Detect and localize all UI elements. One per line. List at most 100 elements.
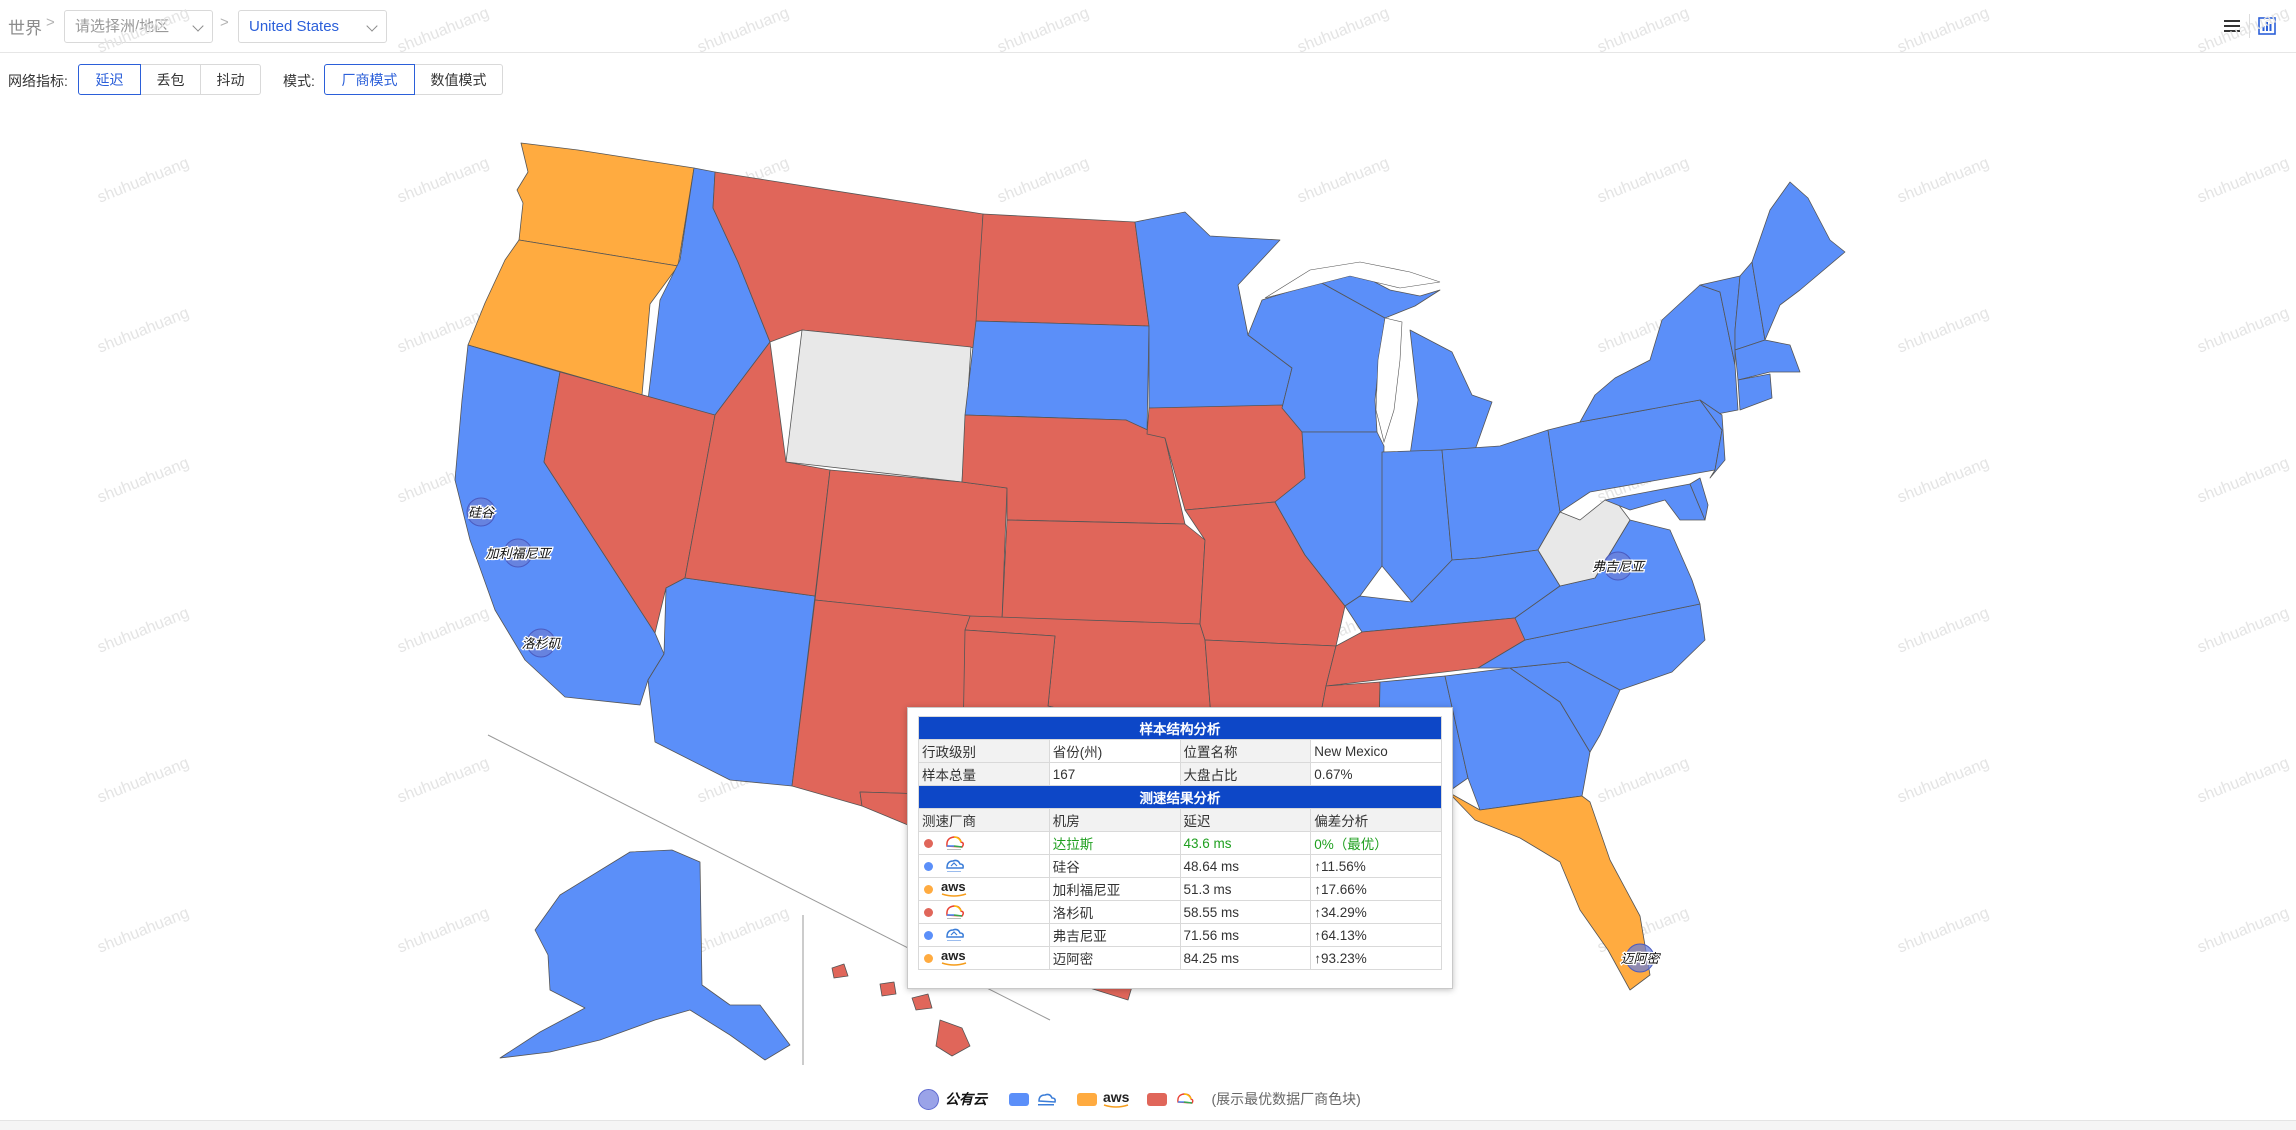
alibaba-cloud-logo-icon (941, 927, 967, 942)
sample-analysis-title: 样本结构分析 (918, 716, 1442, 740)
deviation-cell: ↑34.29% (1310, 900, 1442, 924)
city-marker[interactable] (1603, 551, 1633, 581)
vendor-color-dot (924, 930, 933, 940)
bottom-scroll-strip (0, 1120, 2296, 1130)
state-arizona[interactable] (647, 577, 816, 787)
datacenter-cell: 弗吉尼亚 (1048, 923, 1181, 947)
aws-logo-icon: aws (941, 948, 967, 966)
city-marker-label: 弗吉尼亚 (1592, 559, 1646, 574)
latency-cell: 48.64 ms (1179, 854, 1312, 878)
bar-chart-icon[interactable] (2256, 15, 2278, 37)
city-marker[interactable] (466, 497, 496, 527)
state-hawaii-kauai[interactable] (831, 963, 849, 979)
legend-swatch-google[interactable] (1147, 1092, 1168, 1106)
result-row: 洛杉矶 58.55 ms ↑34.29% (918, 900, 1442, 924)
metric-jitter-button[interactable]: 抖动 (200, 64, 261, 95)
latency-cell: 84.25 ms (1179, 946, 1312, 970)
legend-swatch-alibaba[interactable] (1009, 1092, 1029, 1106)
result-row: 达拉斯 43.6 ms 0%（最优） (918, 831, 1442, 855)
mode-label: 模式: (283, 73, 315, 89)
result-row: 弗吉尼亚 71.56 ms ↑64.13% (918, 923, 1442, 947)
state-hawaii-maui[interactable] (911, 993, 933, 1011)
city-marker[interactable] (1625, 943, 1655, 973)
latency-cell: 51.3 ms (1179, 877, 1312, 901)
share-label: 大盘占比 (1179, 762, 1312, 786)
map-legend: 公有云 aws (展示最优数据厂商色块) (918, 1088, 1361, 1110)
state-oregon[interactable] (467, 239, 679, 396)
state-alaska[interactable] (499, 849, 791, 1061)
col-latency: 延迟 (1179, 808, 1312, 832)
chevron-down-icon (366, 20, 378, 32)
alibaba-cloud-logo-icon (941, 858, 967, 873)
state-maine[interactable] (1751, 181, 1846, 341)
sample-total-label: 样本总量 (918, 762, 1050, 786)
alibaba-cloud-logo-icon (1038, 1093, 1056, 1106)
latency-cell: 43.6 ms (1179, 831, 1312, 855)
breadcrumb-world[interactable]: 世界 (8, 19, 42, 38)
state-delaware[interactable] (1689, 477, 1709, 521)
vendor-color-dot (924, 884, 933, 894)
share-value: 0.67% (1310, 762, 1442, 786)
state-kansas[interactable] (1001, 519, 1206, 625)
vendor-cell (918, 900, 1050, 924)
google-cloud-logo-icon (941, 835, 967, 850)
lake-michigan (1375, 317, 1403, 444)
state-hawaii-oahu[interactable] (879, 981, 897, 997)
state-ohio[interactable] (1441, 429, 1561, 561)
state-wyoming[interactable] (785, 329, 972, 483)
result-row: aws 加利福尼亚 51.3 ms ↑17.66% (918, 877, 1442, 901)
chevron-down-icon (192, 20, 204, 32)
location-value: New Mexico (1310, 739, 1442, 763)
list-icon[interactable] (2221, 15, 2243, 37)
vendor-color-dot (924, 907, 933, 917)
deviation-cell: ↑17.66% (1310, 877, 1442, 901)
state-hawaii-big-island[interactable] (935, 1019, 971, 1057)
state-colorado[interactable] (814, 469, 1008, 621)
metric-packet-loss-button[interactable]: 丢包 (140, 64, 201, 95)
vendor-cell (918, 831, 1050, 855)
state-north-dakota[interactable] (975, 213, 1150, 327)
breadcrumb-separator: > (46, 14, 55, 31)
metric-segmented-control: 延迟 丢包 抖动 (78, 64, 261, 95)
city-marker[interactable] (526, 628, 556, 658)
city-marker[interactable] (503, 538, 533, 568)
toolbar-divider (2249, 14, 2250, 38)
region-select[interactable]: 请选择洲/地区 (64, 10, 213, 43)
location-label: 位置名称 (1179, 739, 1312, 763)
state-new-york[interactable] (1579, 284, 1739, 423)
sample-total-value: 167 (1048, 762, 1181, 786)
state-connecticut[interactable] (1737, 373, 1773, 411)
admin-level-label: 行政级别 (918, 739, 1050, 763)
deviation-cell: ↑93.23% (1310, 946, 1442, 970)
col-datacenter: 机房 (1048, 808, 1181, 832)
state-florida[interactable] (1447, 791, 1651, 991)
vendor-color-dot (924, 838, 933, 848)
latency-cell: 58.55 ms (1179, 900, 1312, 924)
datacenter-cell: 加利福尼亚 (1048, 877, 1181, 901)
aws-logo-icon: aws (941, 879, 967, 897)
metric-label: 网络指标: (8, 73, 68, 89)
legend-swatch-aws[interactable] (1077, 1092, 1097, 1106)
country-select[interactable]: United States (238, 10, 387, 43)
col-deviation: 偏差分析 (1310, 808, 1442, 832)
datacenter-cell: 达拉斯 (1048, 831, 1181, 855)
city-marker-label: 迈阿密 (1620, 951, 1661, 966)
region-tooltip: 样本结构分析 行政级别 省份(州) 位置名称 New Mexico 样本总量 1… (907, 707, 1453, 989)
result-row: 硅谷 48.64 ms ↑11.56% (918, 854, 1442, 878)
admin-level-value: 省份(州) (1048, 739, 1181, 763)
mode-value-button[interactable]: 数值模式 (414, 64, 503, 95)
datacenter-cell: 迈阿密 (1048, 946, 1181, 970)
public-cloud-label: 公有云 (945, 1091, 987, 1107)
lake-superior (1264, 261, 1441, 299)
metric-latency-button[interactable]: 延迟 (78, 64, 141, 95)
state-new-jersey[interactable] (1699, 399, 1726, 479)
aws-logo-icon: aws (1103, 1088, 1130, 1108)
city-marker-label: 加利福尼亚 (485, 546, 552, 561)
state-michigan-lower[interactable] (1409, 329, 1493, 456)
vendor-color-dot (924, 953, 933, 963)
mode-vendor-button[interactable]: 厂商模式 (324, 64, 415, 95)
vendor-cell: aws (918, 946, 1050, 970)
latency-cell: 71.56 ms (1179, 923, 1312, 947)
legend-note: (展示最优数据厂商色块) (1211, 1091, 1361, 1107)
